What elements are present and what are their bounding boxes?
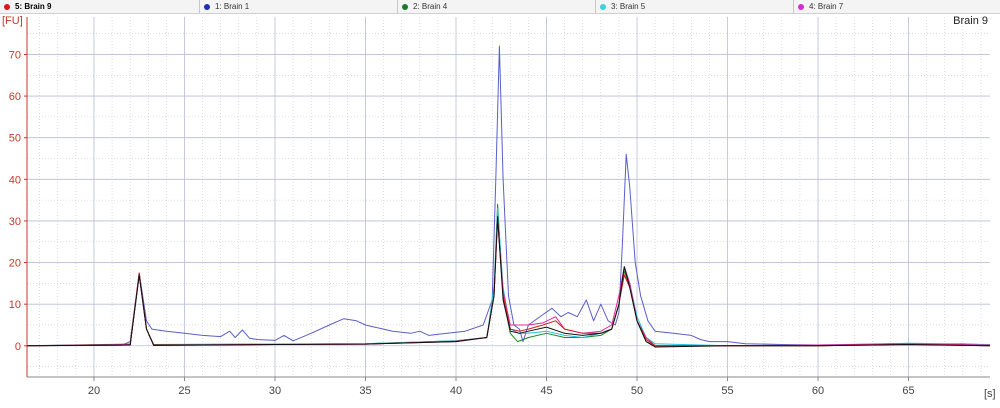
legend-dot-icon — [402, 3, 408, 10]
series-line-brain-1 — [26, 45, 991, 347]
y-tick-label: 60 — [9, 91, 21, 103]
legend-label: 5: Brain 9 — [15, 2, 52, 11]
legend-item-brain-5[interactable]: 3: Brain 5 — [596, 0, 794, 13]
legend-bar: 5: Brain 9 1: Brain 1 2: Brain 4 3: Brai… — [0, 0, 1000, 14]
y-ticks: 0 10 20 30 40 50 60 70 — [9, 49, 27, 353]
legend-item-brain-4[interactable]: 2: Brain 4 — [398, 0, 596, 13]
legend-label: 3: Brain 5 — [611, 2, 646, 11]
legend-item-brain-9[interactable]: 5: Brain 9 — [0, 0, 200, 13]
x-tick-label: 30 — [269, 385, 281, 397]
y-axis-unit: [FU] — [2, 15, 23, 27]
x-tick-label: 20 — [88, 385, 100, 397]
legend-dot-icon — [204, 3, 210, 10]
x-tick-label: 45 — [540, 385, 552, 397]
x-tick-label: 35 — [359, 385, 371, 397]
sample-title: Brain 9 — [953, 15, 988, 27]
y-tick-label: 40 — [9, 174, 21, 186]
legend-dot-icon — [600, 3, 606, 10]
y-tick-label: 0 — [15, 341, 21, 353]
series-line-trace-5 — [26, 216, 991, 348]
x-tick-label: 60 — [812, 385, 824, 397]
x-tick-label: 25 — [178, 385, 190, 397]
x-ticks: 20 25 30 35 40 45 50 55 60 65 — [88, 377, 915, 397]
legend-label: 2: Brain 4 — [413, 2, 448, 11]
x-axis-unit: [s] — [984, 388, 996, 400]
legend-label: 1: Brain 1 — [215, 2, 250, 11]
y-tick-label: 50 — [9, 133, 21, 145]
x-tick-label: 50 — [631, 385, 643, 397]
y-tick-label: 10 — [9, 299, 21, 311]
x-tick-label: 40 — [450, 385, 462, 397]
legend-item-brain-7[interactable]: 4: Brain 7 — [794, 0, 1000, 13]
legend-label: 4: Brain 7 — [809, 2, 844, 11]
legend-dot-icon — [4, 3, 10, 10]
y-tick-label: 30 — [9, 216, 21, 228]
legend-dot-icon — [798, 3, 804, 10]
x-tick-label: 55 — [721, 385, 733, 397]
x-tick-label: 65 — [902, 385, 914, 397]
series-layer — [26, 45, 991, 348]
legend-item-brain-1[interactable]: 1: Brain 1 — [200, 0, 398, 13]
y-tick-label: 20 — [9, 258, 21, 270]
y-tick-label: 70 — [9, 49, 21, 61]
grid — [27, 17, 990, 377]
electropherogram-chart: 0 10 20 30 40 50 60 70 20 25 30 35 40 45 50 55 60 65 [FU… — [2, 15, 996, 400]
